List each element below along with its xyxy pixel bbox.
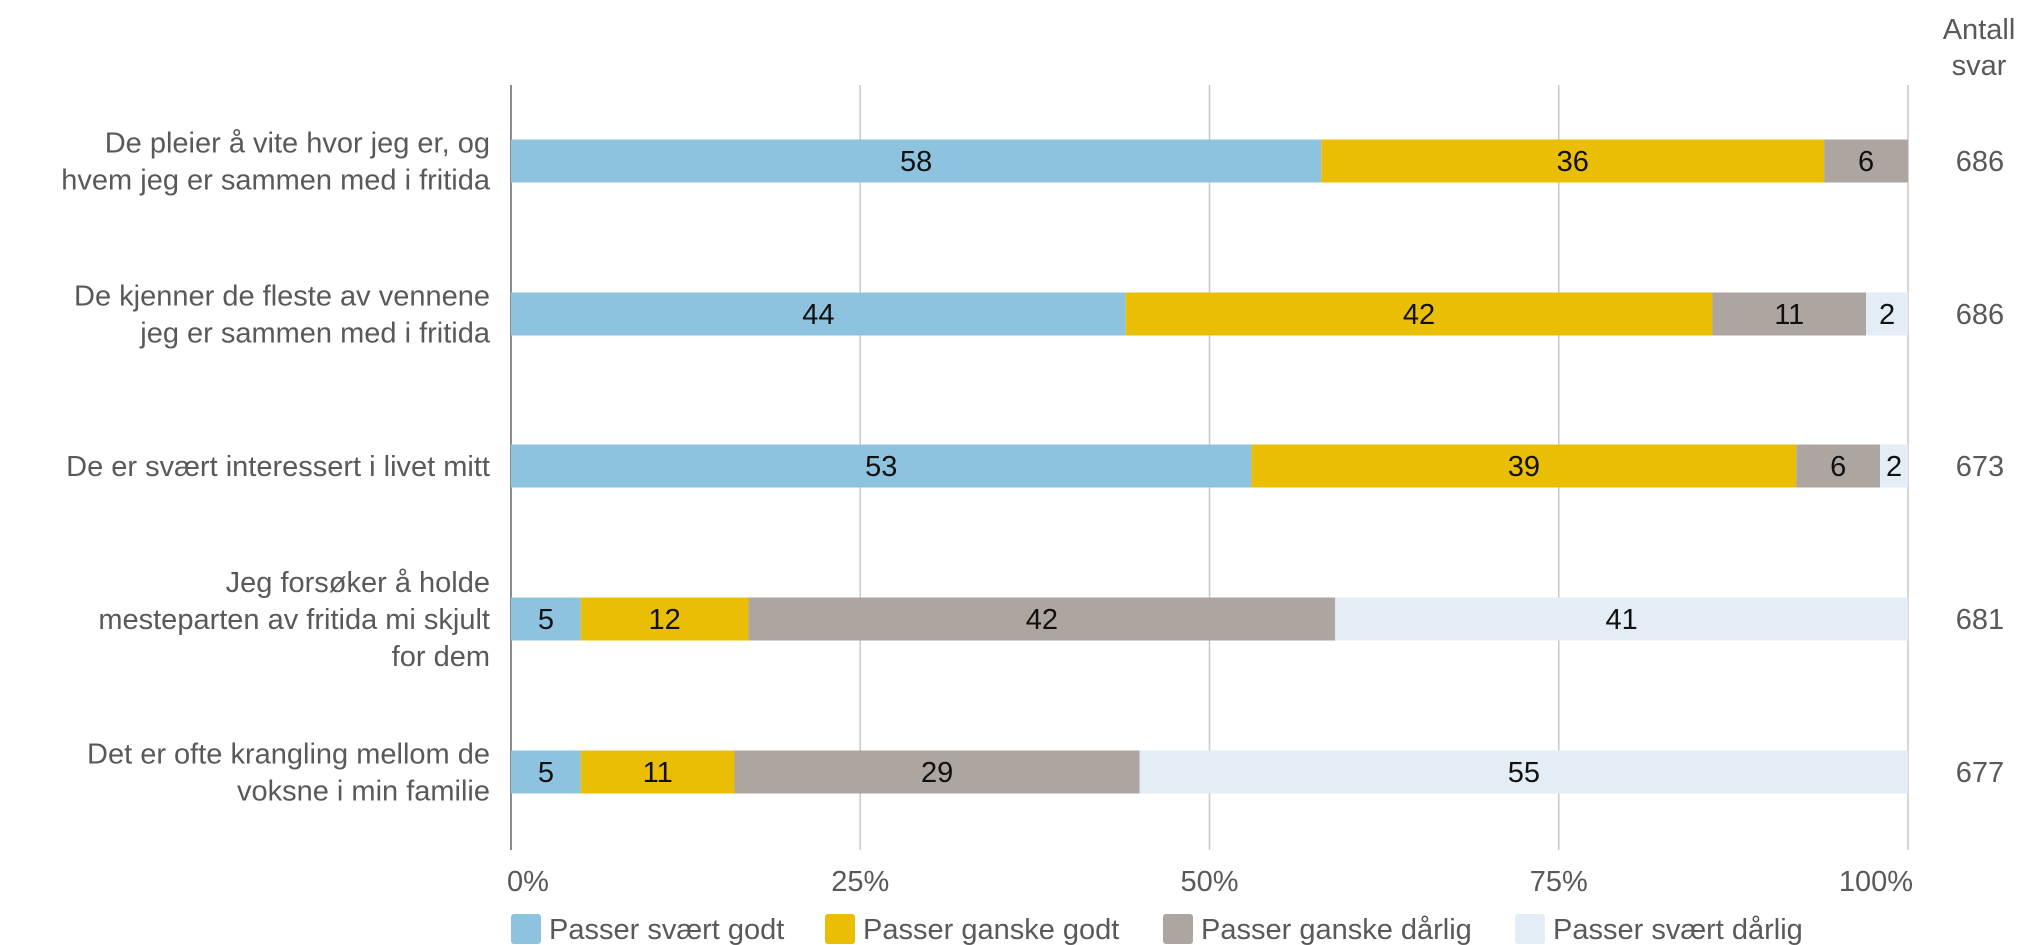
legend-label: Passer svært godt (549, 914, 784, 945)
data-labels: 58 36 6 44 42 11 2 53 39 6 2 5 12 42 41 5 11 29 55 (538, 146, 1902, 789)
data-label: 11 (1774, 299, 1804, 331)
legend-swatch (1163, 914, 1193, 944)
legend-swatch (1515, 914, 1545, 944)
bar-segment (580, 750, 735, 794)
bar-segment (511, 444, 1252, 488)
bar-segment (1796, 444, 1881, 488)
x-axis-ticks: 0% 25% 50% 75% 100% (507, 866, 1913, 898)
count-value: 673 (1956, 451, 2004, 483)
legend-swatch (825, 914, 855, 944)
bar-segment (1125, 292, 1713, 336)
data-label: 42 (1403, 299, 1435, 331)
data-label: 41 (1605, 604, 1637, 636)
data-label: 5 (538, 757, 554, 789)
data-label: 44 (802, 299, 834, 331)
legend-label: Passer ganske godt (863, 914, 1119, 945)
legend-swatch (511, 914, 541, 944)
bar-segment (1139, 750, 1908, 794)
bar-segment (1866, 292, 1908, 336)
category-label: Det er ofte krangling mellom de voksne i … (87, 739, 490, 808)
x-tick-label: 25% (831, 866, 889, 898)
bar-segment (748, 597, 1336, 641)
x-tick-label: 100% (1839, 866, 1913, 898)
data-label: 39 (1508, 451, 1540, 483)
data-label: 6 (1858, 146, 1874, 178)
count-value: 681 (1956, 604, 2004, 636)
bar-segment (1321, 139, 1825, 183)
bar-segment (1251, 444, 1797, 488)
category-label: De er svært interessert i livet mitt (66, 451, 490, 483)
data-label: 12 (649, 604, 681, 636)
category-label: De kjenner de fleste av vennene jeg er sa… (74, 281, 491, 350)
bar-segment (511, 292, 1126, 336)
bar-segment (511, 597, 581, 641)
bar-segment (511, 750, 581, 794)
x-tick-label: 0% (507, 866, 549, 898)
legend-label: Passer ganske dårlig (1201, 914, 1472, 945)
data-label: 42 (1026, 604, 1058, 636)
bar-segment (1880, 444, 1908, 488)
data-label: 6 (1830, 451, 1846, 483)
count-value: 677 (1956, 757, 2004, 789)
x-tick-label: 75% (1530, 866, 1588, 898)
count-value: 686 (1956, 146, 2004, 178)
category-labels: De pleier å vite hvor jeg er, og hvem jeg… (61, 128, 491, 808)
category-label: Jeg forsøker å holde mesteparten av friti… (98, 567, 490, 673)
bar-segment (511, 139, 1322, 183)
data-label: 2 (1886, 451, 1902, 483)
count-value: 686 (1956, 299, 2004, 331)
bar-segment (580, 597, 749, 641)
count-column: Antall svar 686 686 673 681 677 (1943, 14, 2016, 789)
data-label: 5 (538, 604, 554, 636)
bar-segment (1712, 292, 1867, 336)
legend-label: Passer svært dårlig (1553, 914, 1803, 945)
data-label: 29 (921, 757, 953, 789)
bar-segments (511, 139, 1908, 794)
category-label: De pleier å vite hvor jeg er, og hvem jeg… (61, 128, 491, 197)
data-label: 58 (900, 146, 932, 178)
bar-segment (1335, 597, 1908, 641)
data-label: 36 (1557, 146, 1589, 178)
data-label: 55 (1508, 757, 1540, 789)
x-tick-label: 50% (1180, 866, 1238, 898)
counts-header: Antall svar (1943, 14, 2016, 82)
data-label: 2 (1879, 299, 1895, 331)
data-label: 53 (865, 451, 897, 483)
data-label: 11 (643, 757, 673, 789)
bar-segment (1824, 139, 1908, 183)
bar-segment (734, 750, 1140, 794)
legend: Passer svært godt Passer ganske godt Passe… (511, 914, 1803, 945)
